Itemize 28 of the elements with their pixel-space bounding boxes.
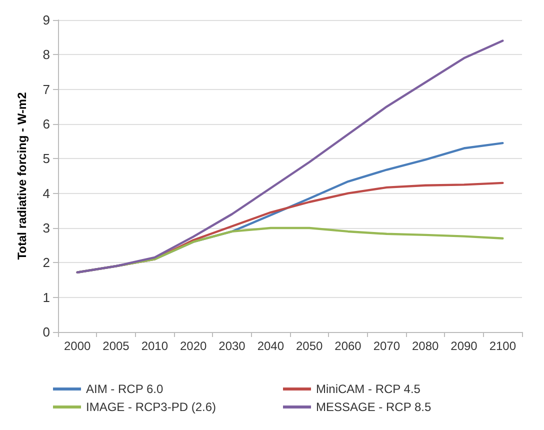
y-tick-label: 3 <box>42 220 50 236</box>
x-tick-label: 2050 <box>296 339 324 353</box>
y-tick-label: 9 <box>42 12 50 28</box>
x-tick-label: 2010 <box>141 339 168 353</box>
x-tick-label: 2070 <box>373 339 400 353</box>
x-tick-label: 2005 <box>102 339 130 353</box>
legend-label: IMAGE - RCP3-PD (2.6) <box>86 400 216 414</box>
x-tick-label: 2000 <box>64 339 92 353</box>
legend-label: AIM - RCP 6.0 <box>86 382 164 396</box>
line-series <box>76 40 504 274</box>
x-tick-label: 2020 <box>180 339 208 353</box>
y-tick-label: 2 <box>42 255 50 270</box>
y-tick-label: 8 <box>42 47 50 62</box>
legend-label: MESSAGE - RCP 8.5 <box>316 400 432 414</box>
legend-label: MiniCAM - RCP 4.5 <box>316 382 421 396</box>
y-tick-label: 1 <box>42 290 50 305</box>
x-tick-label: 2100 <box>489 339 516 353</box>
x-tick-label: 2040 <box>257 339 284 353</box>
x-tick-label: 2030 <box>218 339 246 353</box>
x-tick-label: 2080 <box>412 339 440 353</box>
x-tick-label: 2060 <box>334 339 362 353</box>
y-tick-label: 0 <box>42 324 50 340</box>
x-tick-label: 2090 <box>450 339 478 353</box>
y-axis-title: Total radiative forcing - W-m2 <box>15 92 29 260</box>
y-tick-label: 7 <box>42 82 50 97</box>
y-tick-label: 6 <box>42 116 50 132</box>
y-tick-label: 4 <box>42 186 50 201</box>
y-tick-label: 5 <box>42 151 50 166</box>
